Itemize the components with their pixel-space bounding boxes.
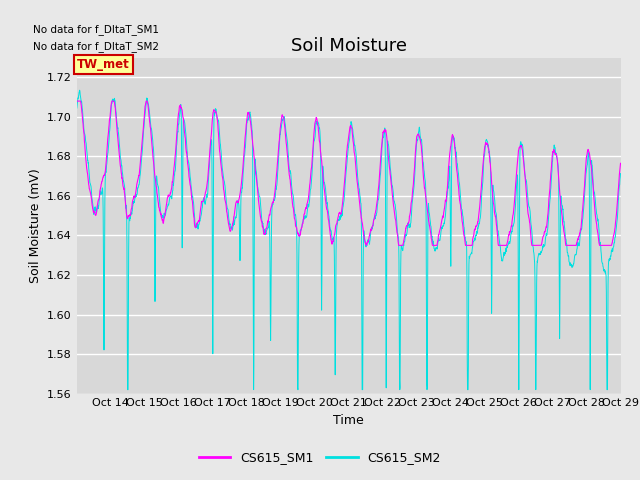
Y-axis label: Soil Moisture (mV): Soil Moisture (mV) — [29, 168, 42, 283]
Text: TW_met: TW_met — [77, 58, 129, 71]
Title: Soil Moisture: Soil Moisture — [291, 36, 407, 55]
Text: No data for f_DltaT_SM1: No data for f_DltaT_SM1 — [33, 24, 159, 35]
Legend: CS615_SM1, CS615_SM2: CS615_SM1, CS615_SM2 — [194, 446, 446, 469]
Text: No data for f_DltaT_SM2: No data for f_DltaT_SM2 — [33, 41, 159, 52]
X-axis label: Time: Time — [333, 414, 364, 427]
